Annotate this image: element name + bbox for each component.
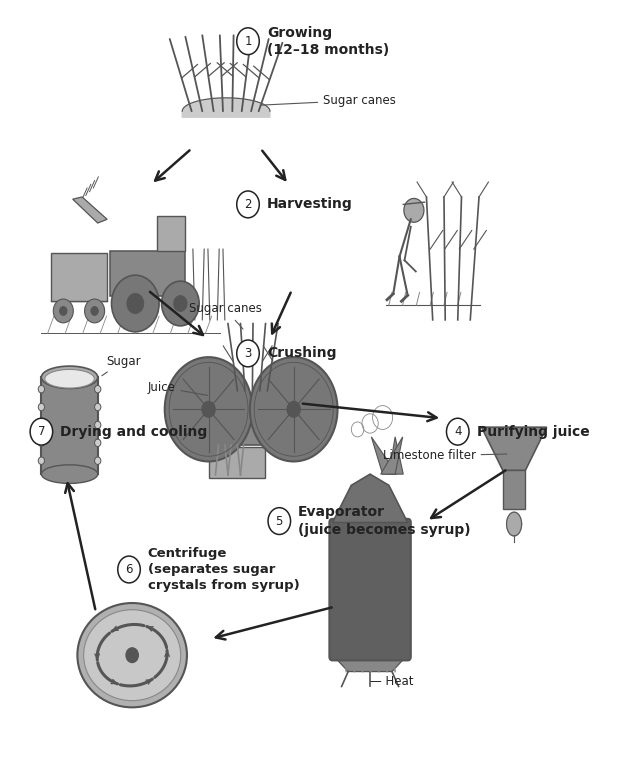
Circle shape xyxy=(111,276,159,332)
Circle shape xyxy=(60,307,67,316)
Text: Purifying juice: Purifying juice xyxy=(477,424,589,439)
Circle shape xyxy=(127,294,143,313)
Circle shape xyxy=(287,402,300,417)
Circle shape xyxy=(95,457,101,465)
FancyBboxPatch shape xyxy=(51,253,107,301)
Circle shape xyxy=(161,281,199,326)
Circle shape xyxy=(250,357,337,461)
Circle shape xyxy=(38,403,45,411)
Text: Limestone filter: Limestone filter xyxy=(383,449,507,462)
Circle shape xyxy=(237,340,259,367)
FancyBboxPatch shape xyxy=(157,216,186,251)
Text: 1: 1 xyxy=(244,35,252,48)
Ellipse shape xyxy=(42,366,98,389)
Circle shape xyxy=(95,439,101,446)
Polygon shape xyxy=(182,98,270,117)
Circle shape xyxy=(84,299,104,323)
Circle shape xyxy=(95,421,101,429)
Text: 4: 4 xyxy=(454,425,461,438)
Text: 5: 5 xyxy=(276,515,283,528)
Text: Centrifuge
(separates sugar
crystals from syrup): Centrifuge (separates sugar crystals fro… xyxy=(148,547,300,592)
Circle shape xyxy=(95,386,101,393)
Polygon shape xyxy=(73,197,107,223)
FancyBboxPatch shape xyxy=(214,399,289,445)
Ellipse shape xyxy=(45,370,94,388)
Circle shape xyxy=(237,28,259,55)
Circle shape xyxy=(126,647,138,663)
Ellipse shape xyxy=(42,465,98,483)
Text: Harvesting: Harvesting xyxy=(267,197,353,212)
Circle shape xyxy=(38,457,45,465)
Polygon shape xyxy=(381,437,403,474)
Circle shape xyxy=(38,439,45,446)
FancyBboxPatch shape xyxy=(503,471,525,509)
Circle shape xyxy=(30,418,52,445)
Text: 7: 7 xyxy=(38,425,45,438)
Polygon shape xyxy=(389,437,403,474)
Polygon shape xyxy=(371,437,397,474)
Ellipse shape xyxy=(84,609,180,701)
Circle shape xyxy=(174,296,187,311)
Circle shape xyxy=(202,402,215,417)
FancyBboxPatch shape xyxy=(209,446,265,478)
Text: Evaporator
(juice becomes syrup): Evaporator (juice becomes syrup) xyxy=(298,505,470,537)
FancyBboxPatch shape xyxy=(110,251,186,296)
Text: 2: 2 xyxy=(244,198,252,211)
Text: Crushing: Crushing xyxy=(267,346,336,361)
Polygon shape xyxy=(507,512,522,536)
Circle shape xyxy=(447,418,469,445)
Circle shape xyxy=(118,556,140,583)
Circle shape xyxy=(38,386,45,393)
Text: Sugar canes: Sugar canes xyxy=(260,94,396,107)
Circle shape xyxy=(53,299,74,323)
Text: Growing
(12–18 months): Growing (12–18 months) xyxy=(267,26,389,57)
FancyBboxPatch shape xyxy=(330,519,411,660)
Ellipse shape xyxy=(77,603,187,707)
Polygon shape xyxy=(335,658,404,672)
Text: Sugar canes: Sugar canes xyxy=(189,302,261,329)
FancyBboxPatch shape xyxy=(42,377,98,474)
Text: Juice: Juice xyxy=(148,381,208,395)
Circle shape xyxy=(404,198,424,222)
Circle shape xyxy=(95,403,101,411)
Text: 3: 3 xyxy=(244,347,252,360)
Circle shape xyxy=(164,357,252,461)
Circle shape xyxy=(91,307,99,316)
Text: 6: 6 xyxy=(125,563,132,576)
Circle shape xyxy=(268,508,291,534)
Polygon shape xyxy=(333,474,408,522)
Text: Sugar: Sugar xyxy=(102,354,141,376)
Polygon shape xyxy=(481,427,547,471)
Circle shape xyxy=(237,191,259,218)
Text: Drying and cooling: Drying and cooling xyxy=(60,424,207,439)
Circle shape xyxy=(38,421,45,429)
Text: — Heat: — Heat xyxy=(370,675,413,688)
